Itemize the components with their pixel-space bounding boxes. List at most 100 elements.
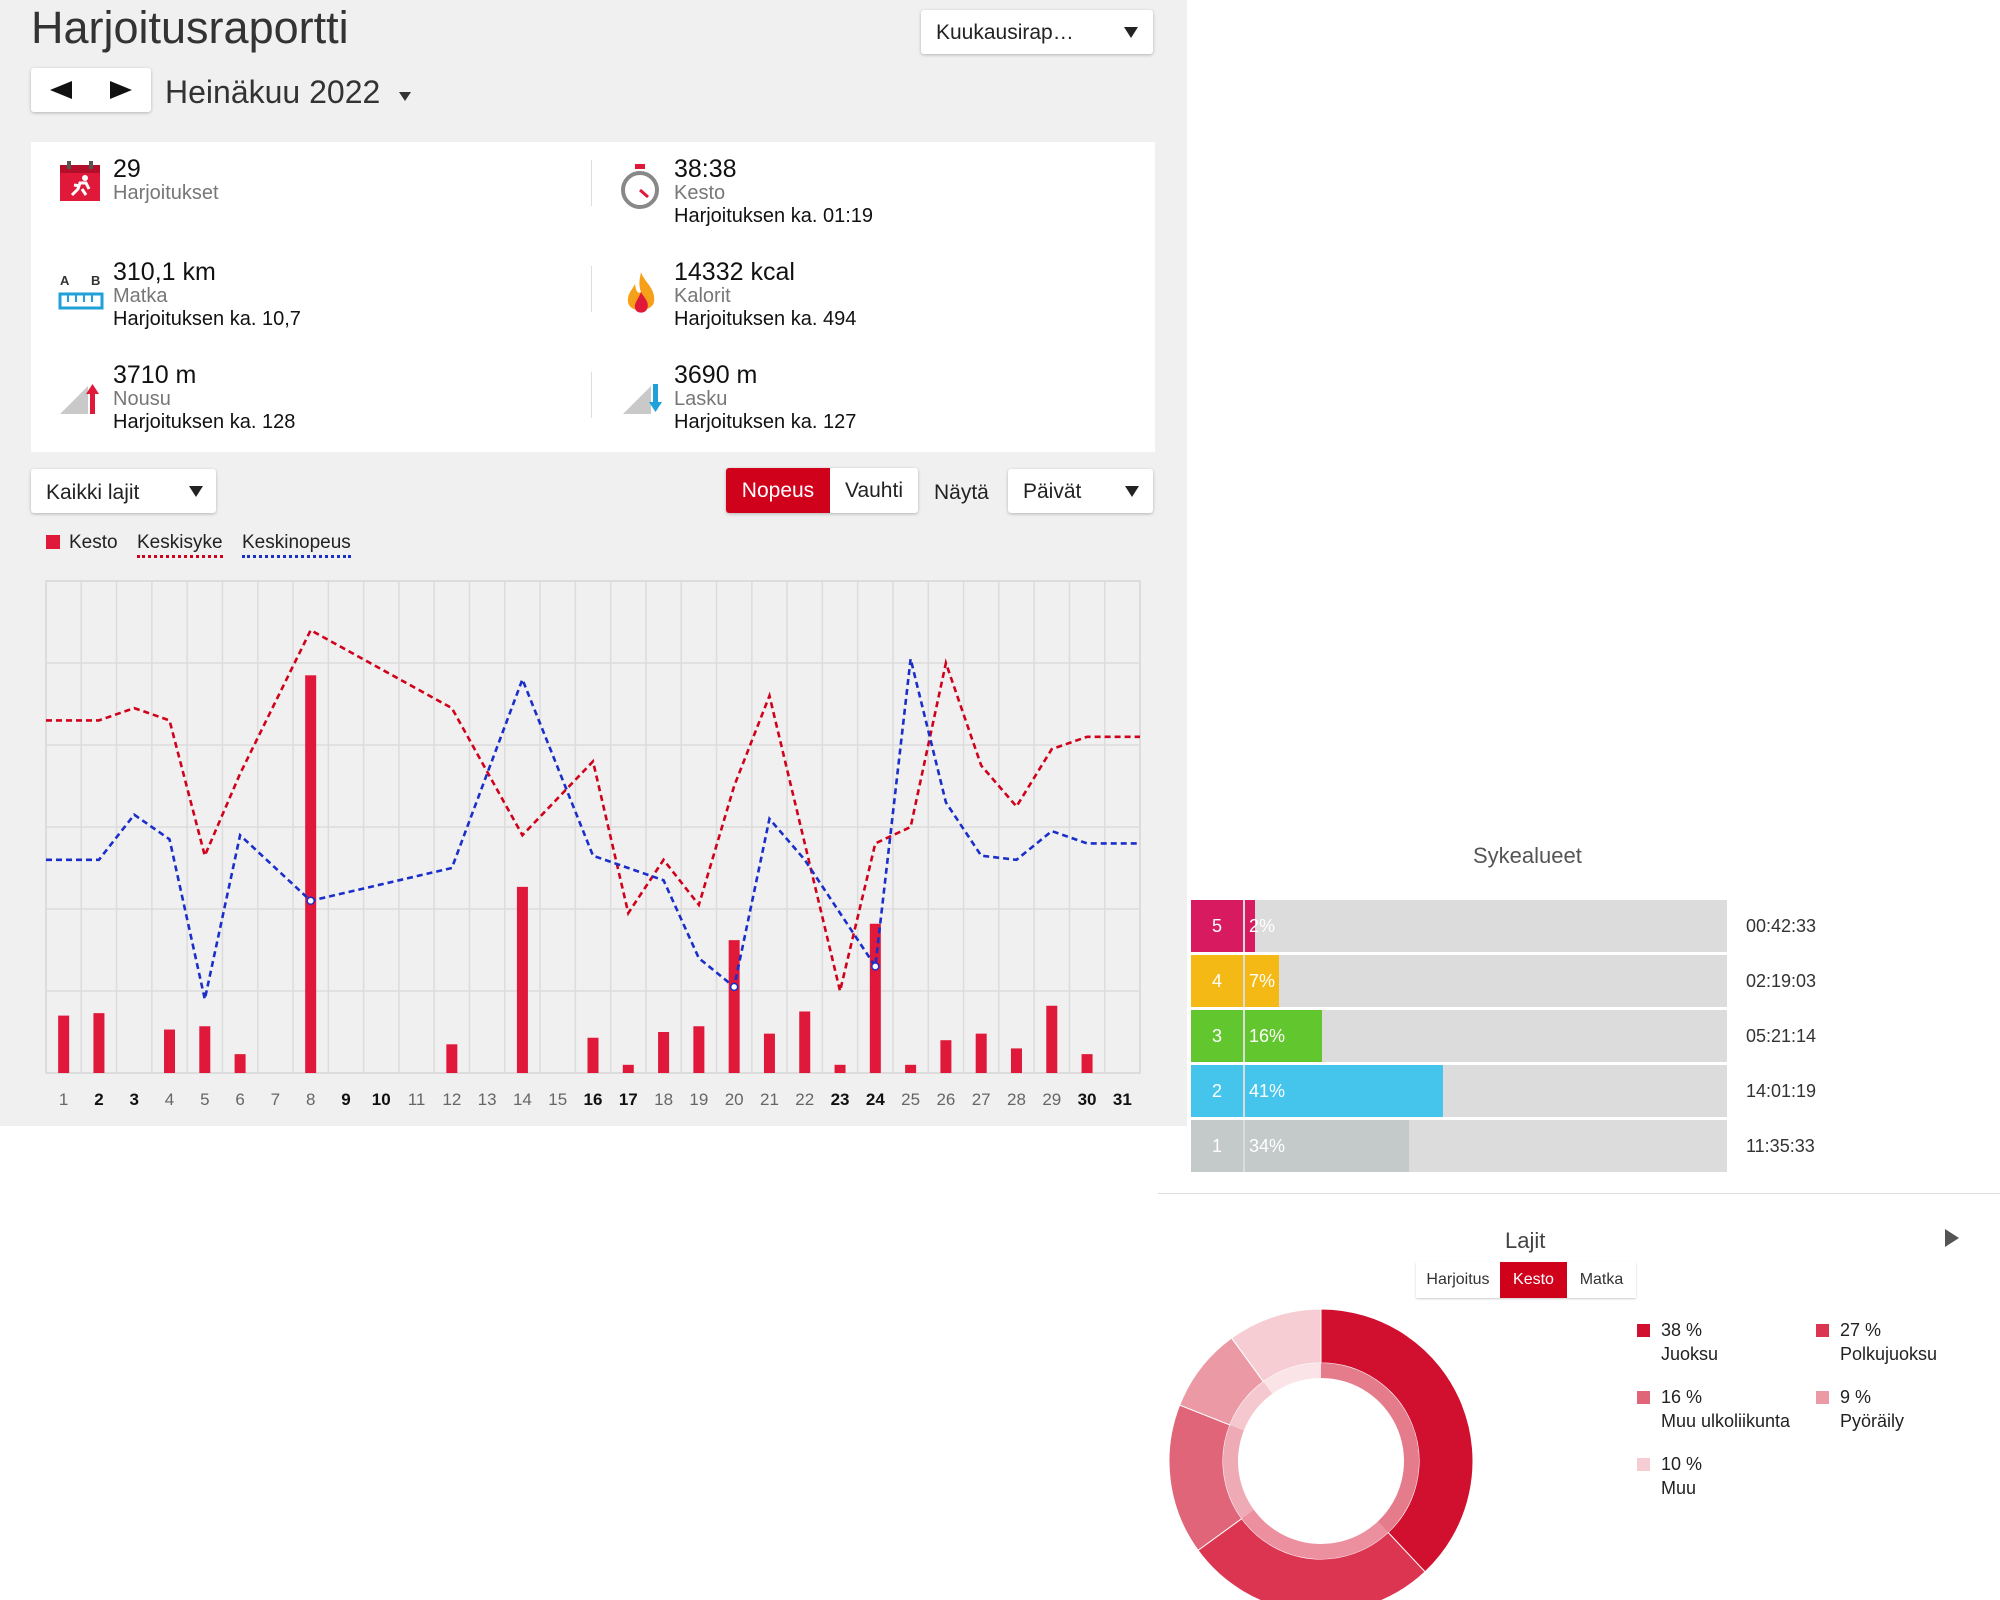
duration-bar[interactable]: [1046, 1005, 1058, 1073]
duration-bar[interactable]: [516, 886, 528, 1073]
heart-zone-bar: [1245, 900, 1255, 952]
duration-bar[interactable]: [834, 1064, 846, 1073]
day-label: 8: [306, 1090, 315, 1109]
legend-percent: 27 %: [1840, 1320, 1882, 1340]
tab-workouts[interactable]: Harjoitus: [1426, 1271, 1490, 1288]
duration-bar[interactable]: [1010, 1048, 1022, 1073]
flame-icon: [627, 272, 655, 313]
heart-zone-bar: [1245, 1120, 1409, 1172]
duration-bar[interactable]: [234, 1054, 246, 1073]
legend-swatch: [1816, 1324, 1829, 1337]
duration-bar[interactable]: [446, 1044, 458, 1073]
report-type-dropdown[interactable]: Kuukausirap…: [921, 10, 1153, 54]
speed-point[interactable]: [306, 896, 315, 906]
legend-swatch: [1637, 1458, 1650, 1471]
duration-bar[interactable]: [622, 1064, 634, 1073]
ascent-icon: [60, 384, 99, 414]
descent-label: Lasku: [674, 388, 728, 410]
divider: [591, 266, 592, 312]
month-nav: [31, 68, 151, 112]
day-label: 15: [548, 1090, 567, 1109]
duration-average: Harjoituksen ka. 01:19: [674, 205, 874, 227]
day-label: 3: [129, 1090, 138, 1109]
legend-percent: 16 %: [1661, 1387, 1703, 1407]
descent-value: 3690 m: [674, 361, 758, 389]
heart-zone-percent: 7%: [1249, 971, 1276, 991]
heart-zone-row: 1 34%: [1191, 1120, 1727, 1172]
duration-bar[interactable]: [93, 1013, 105, 1073]
duration-label: Kesto: [674, 182, 726, 204]
donut-slice[interactable]: [1320, 1308, 1474, 1573]
day-label: 21: [760, 1090, 779, 1109]
duration-bar[interactable]: [658, 1032, 670, 1073]
calories-label: Kalorit: [674, 285, 731, 307]
sport-filter-dropdown[interactable]: Kaikki lajit: [31, 469, 216, 513]
distance-average: Harjoituksen ka. 10,7: [113, 308, 301, 330]
heart-zone-number: 4: [1191, 955, 1243, 1007]
duration-bar[interactable]: [975, 1033, 987, 1073]
day-label: 27: [972, 1090, 991, 1109]
duration-bar[interactable]: [164, 1029, 176, 1073]
duration-bar[interactable]: [799, 1011, 811, 1074]
duration-bar[interactable]: [305, 675, 317, 1073]
chevron-down-icon: [1125, 486, 1139, 497]
legend-duration[interactable]: Kesto: [69, 532, 118, 553]
duration-bar[interactable]: [58, 1015, 70, 1073]
ascent-average: Harjoituksen ka. 128: [113, 411, 296, 433]
previous-month-button[interactable]: [31, 68, 91, 112]
day-label: 16: [584, 1090, 603, 1109]
tab-distance[interactable]: Matka: [1579, 1271, 1624, 1288]
heart-zone-number: 3: [1191, 1010, 1243, 1062]
duration-bar[interactable]: [869, 923, 881, 1073]
duration-bar[interactable]: [905, 1064, 917, 1073]
expand-arrow-icon[interactable]: [1945, 1229, 1959, 1247]
heart-zone-percent: 16%: [1249, 1026, 1286, 1046]
month-selector[interactable]: Heinäkuu 2022: [165, 74, 381, 110]
speed-point[interactable]: [729, 982, 739, 992]
speed-point[interactable]: [871, 962, 880, 971]
day-label: 12: [442, 1090, 461, 1109]
donut-inner-ring: [1229, 1381, 1273, 1431]
page-title: Harjoitusraportti: [31, 2, 349, 53]
heart-zone-row: 3 16%: [1191, 1010, 1727, 1062]
heart-zone-time: 05:21:14: [1746, 1026, 1817, 1046]
duration-bar[interactable]: [587, 1037, 599, 1073]
legend-sport-name: Muu ulkoliikunta: [1661, 1411, 1791, 1431]
chevron-down-icon[interactable]: [399, 92, 411, 101]
duration-bar[interactable]: [199, 1026, 211, 1073]
ascent-label: Nousu: [113, 388, 171, 410]
sport-filter-value: Kaikki lajit: [46, 481, 140, 504]
speed-button[interactable]: Nopeus: [726, 468, 830, 513]
legend-percent: 9 %: [1840, 1387, 1872, 1407]
workouts-value: 29: [113, 155, 141, 183]
chevron-down-icon: [1124, 27, 1138, 38]
duration-bar[interactable]: [763, 1033, 775, 1073]
report-panel: Harjoitusraportti Kuukausirap… Heinäkuu …: [0, 0, 1187, 1126]
distance-ruler-icon: A B: [58, 273, 104, 310]
duration-bar[interactable]: [728, 940, 740, 1073]
duration-bar[interactable]: [1081, 1054, 1093, 1073]
legend-sport-name: Polkujuoksu: [1840, 1344, 1938, 1364]
next-month-button[interactable]: [91, 68, 151, 112]
heart-zone-number: 1: [1191, 1120, 1243, 1172]
day-label: 4: [165, 1090, 174, 1109]
legend-percent: 38 %: [1661, 1320, 1703, 1340]
heart-zone-time: 11:35:33: [1746, 1136, 1815, 1156]
day-label: 22: [795, 1090, 814, 1109]
legend-avg-speed[interactable]: Keskinopeus: [242, 532, 351, 558]
duration-bar[interactable]: [693, 1026, 705, 1073]
legend-avg-hr[interactable]: Keskisyke: [137, 532, 223, 558]
day-label: 1: [59, 1090, 68, 1109]
duration-bar[interactable]: [940, 1040, 952, 1073]
day-label: 2: [94, 1090, 103, 1109]
day-label: 30: [1078, 1090, 1097, 1109]
chevron-down-icon: [189, 486, 203, 497]
pace-button[interactable]: Vauhti: [845, 479, 903, 502]
heart-zone-percent: 41%: [1249, 1081, 1286, 1101]
tab-duration[interactable]: Kesto: [1500, 1262, 1567, 1298]
period-dropdown[interactable]: Päivät: [1008, 469, 1153, 513]
legend-swatch: [1637, 1324, 1650, 1337]
calendar-run-icon: [60, 161, 100, 201]
calories-average: Harjoituksen ka. 494: [674, 308, 857, 330]
day-label: 11: [408, 1090, 426, 1109]
